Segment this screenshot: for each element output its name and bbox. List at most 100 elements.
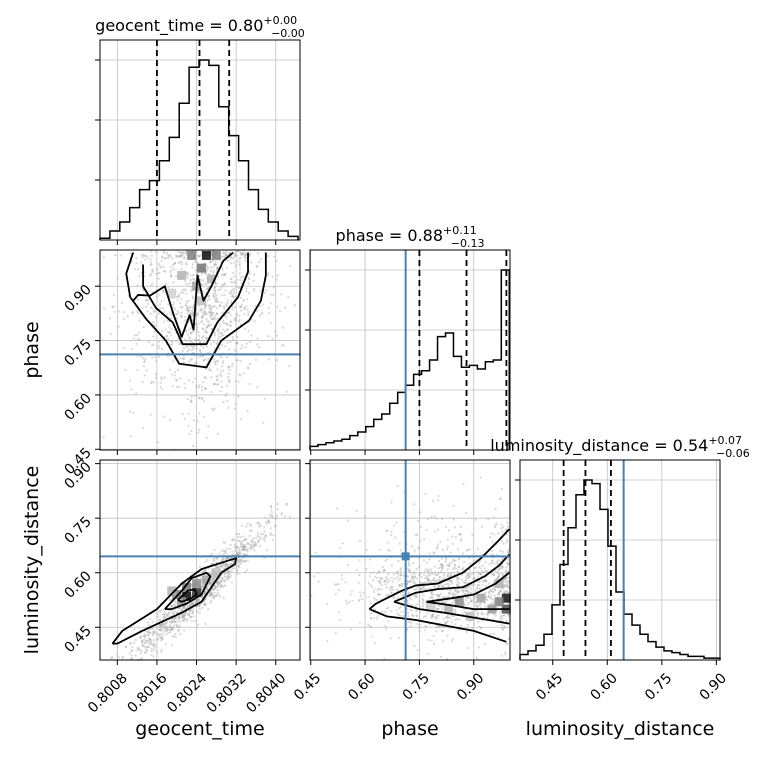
tick-label-geocent-time: 0.8024 [164, 670, 210, 716]
scatter-point [171, 629, 173, 631]
scatter-point [219, 553, 221, 555]
scatter-point [224, 575, 226, 577]
scatter-point [212, 559, 214, 561]
scatter-point [217, 368, 219, 370]
scatter-point [188, 311, 190, 313]
scatter-point [198, 429, 200, 431]
scatter-point [346, 602, 348, 604]
scatter-point [170, 340, 172, 342]
scatter-point [151, 268, 153, 270]
scatter-point [376, 572, 378, 574]
scatter-point [443, 576, 445, 578]
scatter-point [155, 377, 157, 379]
scatter-point [433, 573, 435, 575]
scatter-point [499, 497, 501, 499]
scatter-point [118, 310, 120, 312]
scatter-point [447, 539, 449, 541]
scatter-point [491, 588, 493, 590]
scatter-point [224, 395, 226, 397]
scatter-point [240, 536, 242, 538]
scatter-point [177, 299, 179, 301]
scatter-point [242, 306, 244, 308]
scatter-point [233, 262, 235, 264]
scatter-point [252, 547, 254, 549]
scatter-point [478, 647, 480, 649]
scatter-point [422, 587, 424, 589]
scatter-point [214, 407, 216, 409]
scatter-point [164, 329, 166, 331]
scatter-point [276, 359, 278, 361]
scatter-point [420, 572, 422, 574]
scatter-point [470, 588, 472, 590]
scatter-point [153, 381, 155, 383]
density-cell [212, 251, 221, 260]
scatter-point [236, 254, 238, 256]
scatter-point [188, 300, 190, 302]
scatter-point [230, 262, 232, 264]
scatter-point [450, 572, 452, 574]
scatter-point [162, 623, 164, 625]
scatter-point [201, 389, 203, 391]
scatter-point [127, 315, 129, 317]
scatter-point [234, 380, 236, 382]
scatter-point [228, 577, 230, 579]
x-axis-label-geocent-time: geocent_time [135, 718, 264, 740]
scatter-point [501, 565, 503, 567]
scatter-point [396, 597, 398, 599]
scatter-point [174, 263, 176, 265]
scatter-point [310, 595, 312, 597]
scatter-point [287, 296, 289, 298]
scatter-point [402, 615, 404, 617]
scatter-point [212, 272, 214, 274]
scatter-point [234, 550, 236, 552]
scatter-point [477, 548, 479, 550]
scatter-point [227, 564, 229, 566]
scatter-point [156, 268, 158, 270]
scatter-point [147, 310, 149, 312]
scatter-point [239, 323, 241, 325]
scatter-point [151, 307, 153, 309]
scatter-point [419, 582, 421, 584]
scatter-point [507, 582, 509, 584]
scatter-point [145, 369, 147, 371]
scatter-point [215, 299, 217, 301]
scatter-point [253, 549, 255, 551]
scatter-point [267, 335, 269, 337]
scatter-point [194, 395, 196, 397]
scatter-point [499, 560, 501, 562]
scatter-point [172, 304, 174, 306]
scatter-point [376, 599, 378, 601]
scatter-point [182, 413, 184, 415]
scatter-point [427, 570, 429, 572]
scatter-point [462, 552, 464, 554]
scatter-point [438, 614, 440, 616]
scatter-point [218, 301, 220, 303]
scatter-point [478, 587, 480, 589]
scatter-point [381, 610, 383, 612]
scatter-point [227, 376, 229, 378]
scatter-point [234, 545, 236, 547]
scatter-point [236, 260, 238, 262]
scatter-point [370, 626, 372, 628]
scatter-point [237, 559, 239, 561]
scatter-point [190, 332, 192, 334]
scatter-point [165, 643, 167, 645]
scatter-point [258, 346, 260, 348]
scatter-point [416, 615, 418, 617]
scatter-point [224, 541, 226, 543]
scatter-point [186, 340, 188, 342]
scatter-point [408, 591, 410, 593]
scatter-point [394, 578, 396, 580]
scatter-point [223, 558, 225, 560]
scatter-point [441, 518, 443, 520]
scatter-point [369, 584, 371, 586]
scatter-point [185, 300, 187, 302]
scatter-point [217, 374, 219, 376]
scatter-point [172, 281, 174, 283]
scatter-point [217, 333, 219, 335]
scatter-point [399, 615, 401, 617]
scatter-point [186, 618, 188, 620]
panel-geocent-time [95, 40, 300, 245]
scatter-point [225, 551, 227, 553]
scatter-point [216, 360, 218, 362]
